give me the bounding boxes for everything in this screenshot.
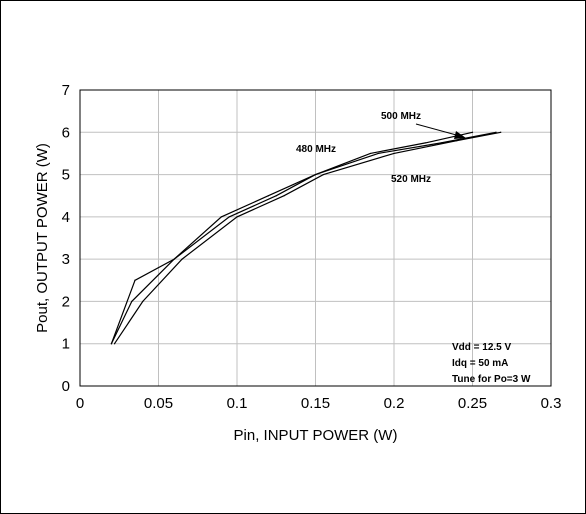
data-point [228,216,230,218]
y-tick-label: 3 [62,251,70,268]
x-axis-label: Pin, INPUT POWER (W) [234,427,398,444]
data-point [377,152,379,155]
y-tick-label: 4 [62,209,70,226]
data-point [322,173,324,176]
data-point [134,279,136,281]
data-point [283,195,285,197]
data-point [369,152,372,155]
tick-labels: 0 1 2 3 4 5 6 7 0 0.05 0.1 0.15 0.2 0.25 0.3 [62,82,562,412]
data-point [142,300,144,303]
data-point [131,300,133,303]
data-point [275,195,277,197]
data-point [110,343,112,345]
label-500mhz-arrowhead [454,131,466,139]
label-520mhz: 520 MHz [391,174,431,185]
label-480mhz: 480 MHz [296,144,336,155]
x-tick-label: 0.05 [144,395,173,412]
data-point [471,131,474,133]
series-line-520-mhz [114,131,501,345]
data-point [236,216,238,218]
y-tick-label: 7 [62,82,70,99]
data-point [220,216,222,218]
x-tick-label: 0 [76,395,84,412]
condition-tune: Tune for Po=3 W [452,374,531,385]
label-500mhz-arrow [415,123,461,137]
y-tick-label: 2 [62,293,70,310]
data-point [113,343,116,345]
series-line-500-mhz [110,131,497,344]
data-point [500,131,502,133]
condition-vdd: Vdd = 12.5 V [452,342,512,353]
data-point [456,140,458,142]
series-line-480-mhz [110,131,473,344]
y-axis-label: Pout, OUTPUT POWER (W) [34,143,51,333]
data-point [393,152,395,155]
x-tick-label: 0.1 [227,395,248,412]
y-tick-label: 0 [62,378,70,395]
data-point [181,258,183,260]
data-point [314,173,317,176]
x-tick-label: 0.25 [458,395,487,412]
condition-idq: Idq = 50 mA [452,358,508,369]
y-tick-label: 1 [62,336,70,353]
x-tick-label: 0.2 [384,395,405,412]
x-tick-label: 0.15 [301,395,330,412]
plot-area [79,89,552,387]
series-lines [110,131,502,345]
data-point [173,258,175,260]
data-point [440,142,442,144]
data-point [424,142,426,144]
x-tick-label: 0.3 [541,395,562,412]
y-tick-label: 6 [62,124,70,141]
data-point [267,195,269,197]
label-500mhz: 500 MHz [381,111,421,122]
y-tick-label: 5 [62,167,70,184]
